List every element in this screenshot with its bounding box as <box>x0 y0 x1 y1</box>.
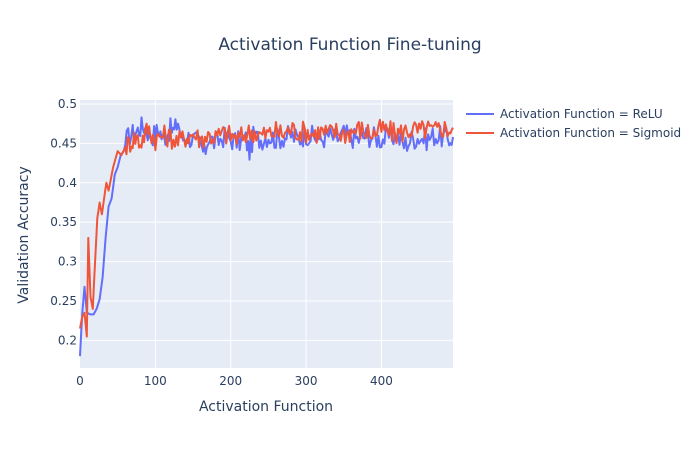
legend-item-sigmoid[interactable]: Activation Function = Sigmoid <box>466 126 681 140</box>
series-group <box>79 116 454 357</box>
legend-item-relu[interactable]: Activation Function = ReLU <box>466 107 663 121</box>
x-axis-ticks: 0 100 200 300 400 <box>76 374 393 388</box>
y-tick-label: 0.45 <box>50 136 77 150</box>
y-tick-label: 0.25 <box>50 294 77 308</box>
x-tick-label: 100 <box>144 374 167 388</box>
y-tick-label: 0.35 <box>50 215 77 229</box>
series-line-sigmoid <box>79 118 454 338</box>
y-axis-title: Validation Accuracy <box>16 166 32 304</box>
y-tick-label: 0.5 <box>58 97 77 111</box>
series-line-relu <box>79 116 454 357</box>
x-tick-label: 0 <box>76 374 84 388</box>
x-tick-label: 200 <box>219 374 242 388</box>
x-tick-label: 300 <box>295 374 318 388</box>
legend[interactable]: Activation Function = ReLU Activation Fun… <box>466 107 681 140</box>
x-axis-title: Activation Function <box>199 399 333 415</box>
y-tick-label: 0.2 <box>58 333 77 347</box>
x-tick-label: 400 <box>370 374 393 388</box>
y-axis-ticks: 0.2 0.25 0.3 0.35 0.4 0.45 0.5 <box>50 97 77 347</box>
y-tick-label: 0.4 <box>58 176 77 190</box>
y-tick-label: 0.3 <box>58 255 77 269</box>
legend-label: Activation Function = Sigmoid <box>500 126 681 140</box>
chart-title: Activation Function Fine-tuning <box>218 35 481 55</box>
legend-label: Activation Function = ReLU <box>500 107 663 121</box>
